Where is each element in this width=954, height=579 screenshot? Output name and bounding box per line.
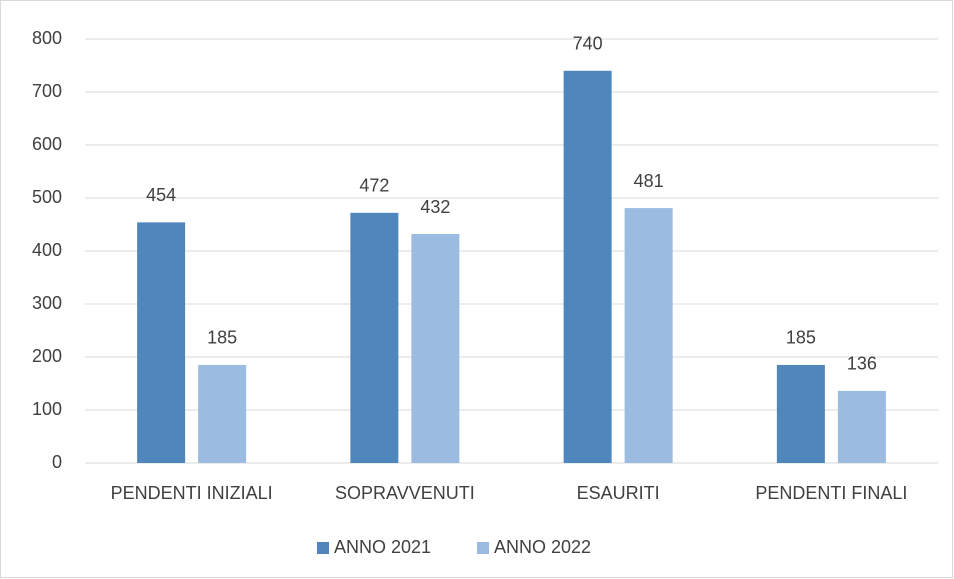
data-label: 432	[420, 197, 450, 217]
y-tick-label: 500	[32, 187, 62, 207]
x-tick-label: ESAURITI	[577, 483, 660, 503]
y-tick-label: 300	[32, 293, 62, 313]
x-tick-label: SOPRAVVENUTI	[335, 483, 475, 503]
data-label: 136	[847, 354, 877, 374]
bar	[624, 208, 673, 463]
y-tick-label: 400	[32, 240, 62, 260]
data-label: 185	[207, 328, 237, 348]
y-tick-label: 200	[32, 346, 62, 366]
y-tick-label: 800	[32, 28, 62, 48]
legend-swatch	[477, 542, 489, 554]
y-tick-label: 700	[32, 81, 62, 101]
data-label: 185	[786, 328, 816, 348]
x-tick-label: PENDENTI FINALI	[755, 483, 907, 503]
bar	[137, 222, 186, 463]
bar	[776, 364, 825, 463]
data-label: 454	[146, 185, 176, 205]
y-tick-label: 600	[32, 134, 62, 154]
bar	[198, 364, 247, 463]
x-tick-label: PENDENTI INIZIALI	[111, 483, 273, 503]
data-label: 481	[634, 171, 664, 191]
bar	[411, 234, 460, 463]
bar	[350, 212, 399, 463]
legend-swatch	[317, 542, 329, 554]
y-tick-label: 100	[32, 399, 62, 419]
bar	[837, 390, 886, 463]
data-label: 740	[573, 34, 603, 54]
legend-label: ANNO 2022	[494, 537, 591, 557]
bar	[563, 70, 612, 464]
y-tick-label: 0	[52, 452, 62, 472]
legend-label: ANNO 2021	[334, 537, 431, 557]
data-label: 472	[359, 176, 389, 196]
